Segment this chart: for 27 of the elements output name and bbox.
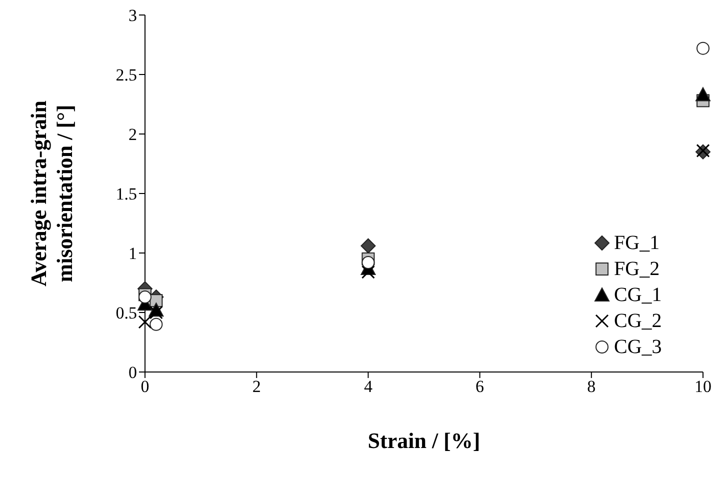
legend-label: CG_1: [614, 284, 662, 306]
legend-label: FG_2: [614, 258, 660, 280]
legend-label: CG_3: [614, 336, 662, 358]
y-tick-label: 1: [128, 244, 137, 264]
point: [361, 265, 375, 279]
point: [362, 256, 375, 270]
x-tick-label: 6: [476, 377, 484, 396]
y-tick-label: 0.5: [116, 304, 137, 323]
x-tick-label: 2: [252, 377, 261, 396]
x-tick-label: 8: [587, 377, 596, 396]
legend-label: CG_2: [614, 310, 662, 332]
y-tick-label: 3: [128, 6, 137, 26]
x-tick-label: 0: [140, 377, 150, 396]
x-tick-label: 10: [694, 377, 712, 396]
legend-label: FG_1: [614, 232, 660, 254]
x-axis-title: Strain / [%]: [368, 428, 480, 453]
y-axis-title: Average intra-grain misorientation / [°]: [26, 100, 77, 286]
point: [360, 238, 376, 254]
x-tick-label: 4: [364, 377, 373, 396]
point: [138, 315, 152, 329]
y-tick-label: 1.5: [116, 184, 137, 204]
point: [138, 290, 152, 304]
y-tick-label: 0: [128, 363, 137, 382]
point: [696, 87, 710, 102]
point: [149, 306, 163, 320]
y-tick-label: 2: [128, 125, 137, 144]
y-tick-label: 2.5: [116, 66, 137, 85]
